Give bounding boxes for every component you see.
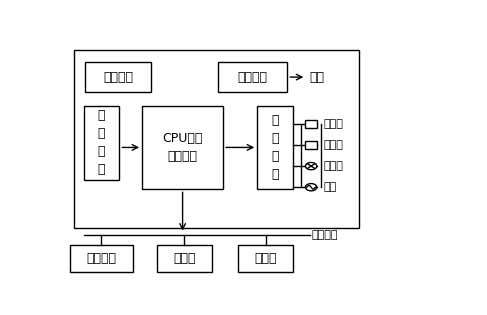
- Text: 电源模块: 电源模块: [103, 71, 133, 84]
- Bar: [84, 106, 119, 180]
- Text: 输
入
模
块: 输 入 模 块: [271, 114, 279, 181]
- Text: 操作屏: 操作屏: [173, 252, 196, 265]
- Bar: [85, 62, 151, 92]
- Bar: [74, 50, 359, 228]
- Text: 通讯网络: 通讯网络: [312, 231, 338, 240]
- Bar: [142, 106, 223, 189]
- Text: 指示灯: 指示灯: [323, 161, 343, 171]
- Text: 输
入
模
块: 输 入 模 块: [98, 109, 105, 176]
- Text: 其它设备: 其它设备: [87, 252, 116, 265]
- Bar: [305, 120, 317, 128]
- Text: 扩展: 扩展: [309, 71, 324, 83]
- Text: 接触器: 接触器: [323, 119, 343, 129]
- Text: 计算机: 计算机: [254, 252, 277, 265]
- Text: 电磁阀: 电磁阀: [323, 140, 343, 150]
- Circle shape: [305, 163, 317, 170]
- Text: 接口模块: 接口模块: [238, 71, 267, 84]
- Bar: [257, 106, 293, 189]
- Circle shape: [305, 184, 317, 191]
- Text: 电源: 电源: [323, 182, 337, 192]
- Bar: [218, 62, 287, 92]
- Bar: [238, 245, 293, 272]
- Bar: [70, 245, 132, 272]
- Bar: [305, 141, 317, 149]
- Text: CPU模块
通讯接口: CPU模块 通讯接口: [162, 132, 203, 163]
- Bar: [157, 245, 212, 272]
